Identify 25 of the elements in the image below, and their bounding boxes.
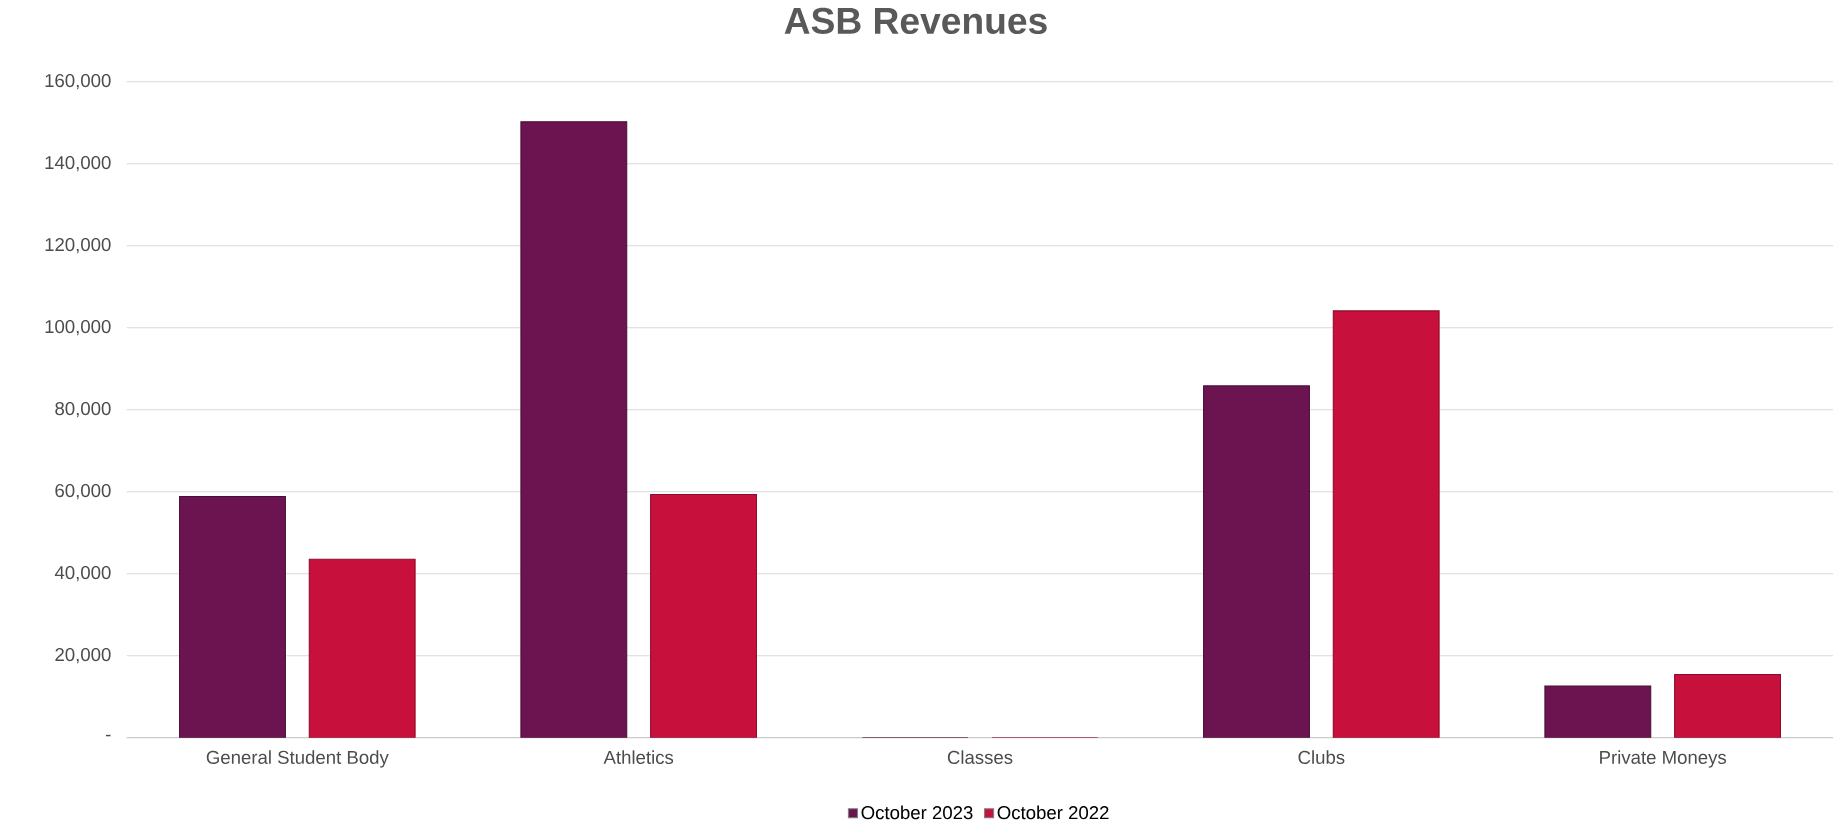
- x-tick-label: Classes: [947, 750, 1013, 764]
- bar: [1332, 310, 1440, 738]
- bar: [650, 494, 757, 738]
- y-tick-label: 80,000: [55, 401, 111, 418]
- y-tick-label: 140,000: [45, 155, 111, 172]
- x-tick-label: Clubs: [1298, 750, 1345, 764]
- chart-title: ASB Revenues: [784, 7, 1047, 35]
- y-tick-label: 40,000: [54, 565, 111, 582]
- x-tick-label: General Student Body: [206, 750, 389, 768]
- bar: [1544, 685, 1652, 738]
- bar: [1674, 674, 1781, 738]
- legend-label: October 2022: [997, 805, 1109, 820]
- bar: [308, 558, 416, 738]
- y-tick-label: 120,000: [45, 237, 111, 254]
- y-tick-label: -: [105, 734, 111, 737]
- legend-label: October 2023: [861, 805, 973, 820]
- y-tick-label: 100,000: [45, 319, 111, 336]
- bar: [1203, 385, 1310, 738]
- y-tick-label: 160,000: [45, 73, 111, 90]
- y-tick-label: 20,000: [55, 647, 111, 664]
- bar: [179, 496, 286, 738]
- y-tick-label: 60,000: [55, 483, 111, 500]
- x-tick-label: Private Moneys: [1600, 750, 1727, 768]
- x-tick-label: Athletics: [603, 750, 674, 764]
- bar: [520, 121, 628, 738]
